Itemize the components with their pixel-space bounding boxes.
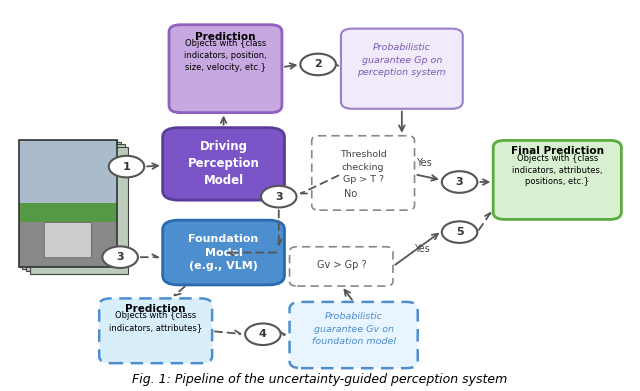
Text: 3: 3 [456,177,463,187]
FancyBboxPatch shape [169,25,282,113]
Circle shape [261,186,296,208]
Text: Driving
Perception
Model: Driving Perception Model [188,140,259,187]
Text: No: No [344,188,357,199]
Circle shape [300,54,336,75]
FancyBboxPatch shape [312,136,415,210]
FancyBboxPatch shape [19,140,117,267]
Text: Prediction: Prediction [125,304,186,314]
Circle shape [442,171,477,193]
FancyBboxPatch shape [26,144,125,271]
Text: Fig. 1: Pipeline of the uncertainty-guided perception system: Fig. 1: Pipeline of the uncertainty-guid… [132,373,508,386]
FancyBboxPatch shape [99,298,212,363]
Text: Foundation
Model
(e.g., VLM): Foundation Model (e.g., VLM) [188,234,259,271]
Circle shape [109,156,144,178]
Text: Prediction: Prediction [195,32,256,43]
Text: Yes: Yes [414,244,429,254]
FancyBboxPatch shape [19,140,117,210]
Circle shape [442,221,477,243]
Text: Gv > Gp ?: Gv > Gp ? [317,260,366,270]
Text: Yes: Yes [417,158,432,168]
Text: Probabilistic
guarantee Gp on
perception system: Probabilistic guarantee Gp on perception… [358,43,446,77]
Text: Threshold
checking
Gp > T ?: Threshold checking Gp > T ? [340,151,387,185]
Text: 1: 1 [123,161,131,172]
FancyBboxPatch shape [30,147,129,274]
FancyBboxPatch shape [341,29,463,109]
Circle shape [102,246,138,268]
Text: 4: 4 [259,329,267,339]
FancyBboxPatch shape [163,220,284,285]
FancyBboxPatch shape [493,140,621,219]
FancyBboxPatch shape [44,222,92,258]
Text: 5: 5 [456,227,463,237]
Text: Objects with {class
indicators, attributes}: Objects with {class indicators, attribut… [109,311,202,332]
Circle shape [245,323,281,345]
Text: 2: 2 [314,59,322,70]
Text: Probabilistic
guarantee Gv on
foundation model: Probabilistic guarantee Gv on foundation… [312,312,396,346]
Text: 3: 3 [275,192,283,202]
FancyBboxPatch shape [289,247,393,286]
FancyBboxPatch shape [19,210,117,267]
Text: Objects with {class
indicators, position,
size, velocity, etc.}: Objects with {class indicators, position… [184,39,267,72]
Text: Final Prediction: Final Prediction [511,146,604,156]
FancyBboxPatch shape [289,302,418,368]
FancyBboxPatch shape [22,142,121,269]
FancyBboxPatch shape [163,128,284,200]
Text: 3: 3 [116,252,124,262]
Text: Objects with {class
indicators, attributes,
positions, etc.}: Objects with {class indicators, attribut… [512,154,602,187]
FancyBboxPatch shape [19,203,117,222]
